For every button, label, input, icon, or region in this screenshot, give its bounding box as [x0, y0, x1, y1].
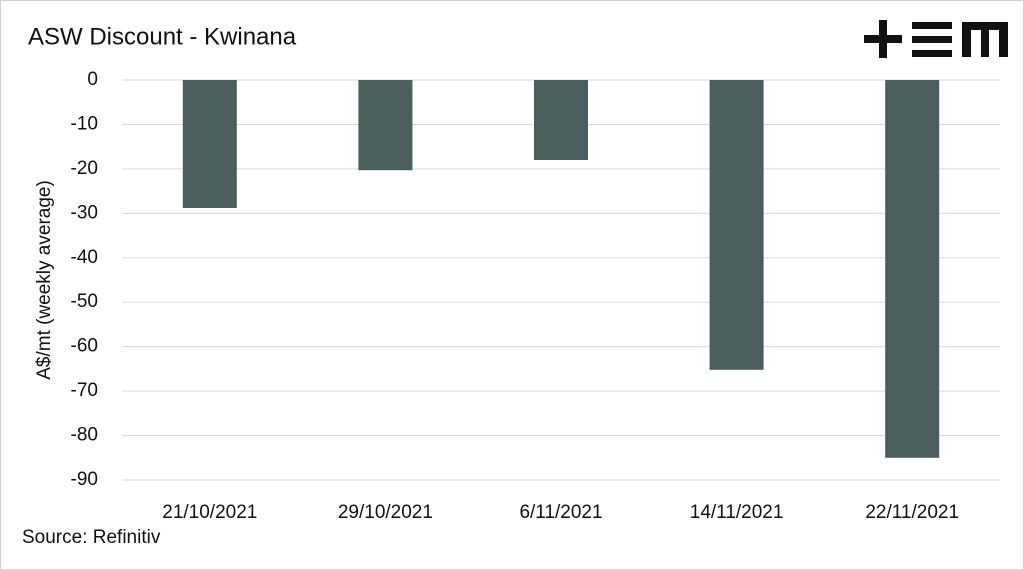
bar [358, 80, 413, 171]
y-tick-label: -30 [71, 202, 98, 223]
bar [182, 80, 237, 208]
y-tick-label: -70 [71, 380, 98, 401]
y-tick-label: 0 [87, 69, 98, 90]
x-tick-label: 29/10/2021 [338, 502, 433, 523]
y-tick-label: -60 [71, 336, 98, 357]
x-tick-label: 14/11/2021 [690, 502, 784, 523]
y-tick-label: -80 [71, 425, 98, 446]
y-tick-label: -20 [71, 158, 98, 179]
y-tick-label: -50 [71, 291, 98, 312]
y-tick-label: -10 [71, 113, 98, 134]
bar [885, 80, 940, 458]
x-tick-label: 22/11/2021 [865, 502, 959, 523]
bar [534, 80, 588, 160]
x-tick-label: 21/10/2021 [162, 502, 257, 523]
bar [709, 80, 764, 370]
logo [864, 20, 1008, 58]
chart-title: ASW Discount - Kwinana [28, 23, 297, 50]
source: Source: Refinitiv [22, 527, 161, 548]
y-tick-label: -90 [71, 469, 98, 490]
y-tick-label: -40 [71, 247, 98, 268]
y-axis-label: A$/mt (weekly average) [34, 180, 55, 380]
x-tick-label: 6/11/2021 [519, 502, 602, 523]
